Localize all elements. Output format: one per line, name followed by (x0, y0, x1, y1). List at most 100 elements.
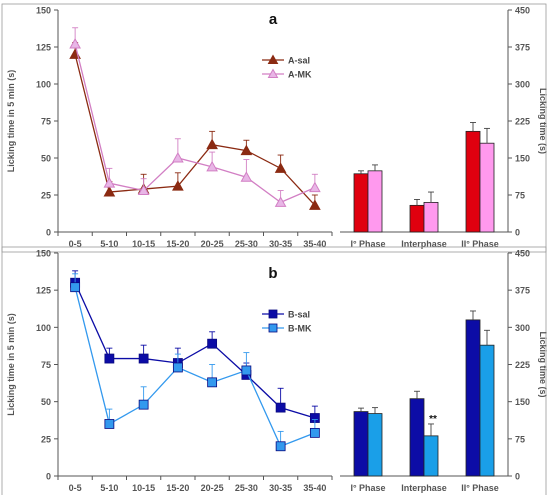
bar-category-label: Interphase (401, 239, 447, 249)
series-line (74, 54, 316, 206)
x-tick-label: 20-25 (201, 483, 224, 493)
data-point (206, 138, 218, 150)
y-tick-label-right: 0 (515, 472, 520, 482)
data-point (172, 180, 184, 191)
x-tick-label: 10-15 (132, 239, 155, 249)
bar (479, 142, 495, 233)
y-axis-title-left: Licking time in 5 min (s) (6, 313, 16, 416)
data-point (103, 177, 116, 188)
bar-category-label: Interphase (401, 483, 447, 493)
data-point (104, 353, 115, 364)
bar (423, 201, 439, 233)
series-B-MK (70, 273, 320, 452)
series-line (74, 282, 316, 419)
y-tick-label: 100 (36, 80, 51, 90)
x-tick-label: 10-15 (132, 483, 155, 493)
panel-frame (1, 246, 547, 495)
y-tick-label-right: 375 (515, 43, 530, 53)
y-axis-title-left: Licking time in 5 min (s) (6, 70, 16, 173)
legend-label: B-MK (288, 324, 312, 334)
y-tick-label: 0 (46, 228, 51, 238)
y-tick-label: 150 (36, 6, 51, 16)
x-tick-label: 30-35 (269, 239, 292, 249)
data-point (207, 338, 218, 349)
data-point (241, 365, 252, 376)
x-tick-label: 35-40 (303, 239, 326, 249)
legend-marker (268, 323, 278, 333)
legend-item-A-MK: A-MK (262, 68, 312, 80)
data-point (207, 377, 218, 388)
y-tick-label-right: 450 (515, 6, 530, 16)
x-tick-label: 20-25 (201, 239, 224, 249)
y-tick-label-right: 300 (515, 323, 530, 333)
legend-marker (268, 309, 278, 319)
y-tick-label: 50 (41, 154, 51, 164)
legend-item-A-sal: A-sal (262, 54, 310, 66)
y-tick-label-right: 300 (515, 80, 530, 90)
legend-label: B-sal (288, 310, 310, 320)
data-point (309, 199, 321, 210)
y-tick-label-right: 225 (515, 360, 530, 370)
bar-category-label: I° Phase (350, 483, 385, 493)
series-B-sal (70, 270, 320, 423)
bar (353, 411, 369, 477)
bar (353, 173, 369, 233)
series-line (74, 43, 316, 204)
legend-label: A-sal (288, 56, 310, 66)
x-tick-label: 25-30 (235, 239, 258, 249)
bar (367, 170, 383, 233)
y-tick-label: 100 (36, 323, 51, 333)
y-tick-label-right: 0 (515, 228, 520, 238)
bar (465, 130, 481, 233)
bar (423, 435, 439, 477)
panel-label: b (268, 265, 277, 282)
panel-frame (1, 3, 547, 253)
x-tick-label: 30-35 (269, 483, 292, 493)
x-tick-label: 15-20 (166, 483, 189, 493)
data-point (275, 402, 286, 413)
y-tick-label-right: 75 (515, 191, 525, 201)
significance-annotation: ** (429, 414, 437, 425)
y-tick-label: 150 (36, 249, 51, 259)
data-point (69, 38, 81, 49)
data-point (172, 151, 184, 163)
data-point (137, 184, 150, 196)
series-A-MK (69, 27, 321, 207)
x-tick-label: 0-5 (69, 239, 82, 249)
data-point (138, 399, 149, 410)
legend-item-B-MK: B-MK (262, 324, 312, 334)
legend-marker (267, 68, 279, 78)
panel-a: 0 25 50 75 100 125 150 0-5 5-10 10-15 15-20 20-25 25… (1, 3, 548, 253)
y-tick-label: 50 (41, 397, 51, 407)
data-point (275, 441, 286, 452)
legend-marker (267, 54, 279, 64)
data-point (103, 186, 116, 197)
data-point (274, 162, 287, 173)
bar-category-label: I° Phase (350, 239, 385, 249)
bar (409, 204, 425, 233)
bar-category-label: II° Phase (461, 483, 499, 493)
series-line (74, 287, 316, 448)
y-tick-label-right: 75 (515, 434, 525, 444)
data-point (309, 181, 321, 193)
y-tick-label: 25 (41, 191, 51, 201)
data-point (70, 282, 81, 293)
x-tick-label: 0-5 (69, 483, 82, 493)
data-point (309, 427, 320, 438)
data-point (172, 362, 183, 373)
panel-label: a (269, 11, 278, 28)
x-tick-label: 5-10 (100, 483, 118, 493)
bar (367, 413, 383, 477)
y-tick-label-right: 375 (515, 286, 530, 296)
y-tick-label: 0 (46, 472, 51, 482)
data-point (240, 144, 253, 156)
data-point (138, 353, 149, 364)
y-tick-label: 75 (41, 117, 51, 127)
bar-category-label: II° Phase (461, 239, 499, 249)
bar (479, 344, 495, 477)
bar (409, 398, 425, 477)
x-tick-label: 5-10 (100, 239, 118, 249)
y-tick-label-right: 150 (515, 397, 530, 407)
y-axis-title-right: Licking time (s) (538, 331, 548, 397)
